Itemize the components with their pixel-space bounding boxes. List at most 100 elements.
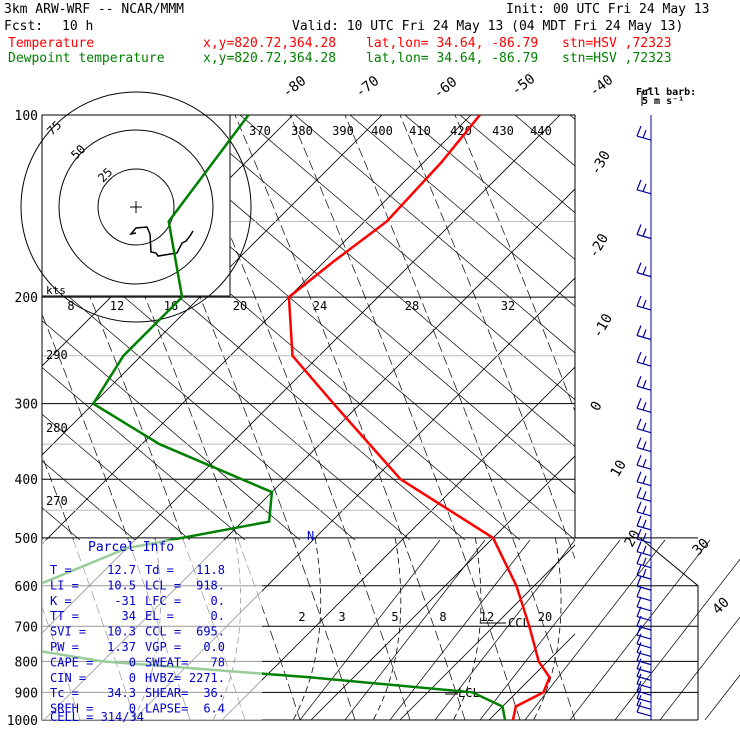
- parcel-value: 2271.: [189, 671, 225, 685]
- wind-barb-flag: [636, 642, 642, 653]
- mixing-ratio-line: [453, 537, 482, 720]
- wind-barb: [636, 585, 652, 591]
- wind-barb: [636, 385, 652, 391]
- mixing-ratio-line: [292, 537, 322, 720]
- wind-barb-flag: [636, 673, 642, 685]
- isotherm-line: [221, 366, 575, 720]
- wind-barb: [636, 651, 652, 657]
- saturated-adiabat-line: [294, 115, 575, 354]
- wind-barb-flag: [636, 501, 642, 513]
- isotherm-tick-label: -60: [431, 74, 461, 102]
- isotherm-extension-line: [299, 539, 441, 720]
- hodograph-units: kts: [46, 284, 66, 297]
- theta-tick-label: 370: [249, 124, 271, 138]
- wind-barb-flag: [636, 658, 642, 669]
- theta-tick-label: 400: [371, 124, 393, 138]
- wind-barb-flag: [642, 379, 647, 389]
- valid-time: Valid: 10 UTC Fri 24 May 13 (04 MDT Fri …: [292, 19, 684, 34]
- pressure-tick-label: 800: [15, 655, 38, 670]
- wind-barb-flag: [636, 471, 642, 482]
- wind-barb-flag: [642, 475, 647, 484]
- n-marker: N: [307, 529, 314, 543]
- mixing-ratio-tick-label: 8: [67, 299, 74, 313]
- dewpoint-trace: [42, 115, 507, 720]
- wind-barb-flag: [636, 487, 642, 498]
- isotherm-extension-line: [614, 558, 740, 720]
- wind-barb-flag: [636, 351, 642, 363]
- saturated-adiabat-line: [42, 413, 191, 541]
- pressure-tick-label: 200: [15, 291, 38, 306]
- mixing-ratio-lower-label: 5: [391, 610, 398, 624]
- wind-barb: [636, 525, 652, 531]
- hodograph-ring: [58, 129, 214, 285]
- parcel-label: K =: [50, 594, 72, 608]
- wind-barb-flag: [636, 125, 642, 137]
- wind-barb-flag: [636, 624, 642, 636]
- legend-dewpoint-name: Dewpoint temperature: [8, 51, 165, 66]
- wind-barb-flag: [636, 398, 642, 409]
- parcel-info-title: Parcel Info: [88, 540, 174, 555]
- legend-dewpoint-xy: x,y=820.72,364.28: [203, 51, 337, 66]
- wind-barb-flag: [636, 437, 642, 448]
- mixing-ratio-tick-label: 24: [313, 299, 327, 313]
- wind-barb-flag: [636, 633, 642, 645]
- barb-legend-line2: 5 m s⁻¹: [642, 96, 684, 107]
- theta-side-label: 270: [46, 494, 68, 508]
- isotherm-line: [42, 115, 383, 456]
- wind-barb: [636, 711, 652, 717]
- wind-barb-flag: [642, 545, 647, 554]
- wind-barb-flag: [642, 299, 647, 309]
- wind-barb-flag: [642, 329, 647, 338]
- wind-barb: [636, 233, 652, 240]
- parcel-label: LCL =: [145, 578, 181, 592]
- mixing-ratio-line: [533, 537, 562, 720]
- wind-barb: [636, 305, 652, 311]
- mixing-ratio-tick-label: 16: [164, 299, 178, 313]
- parcel-value: 0: [129, 702, 136, 716]
- wind-barb-flag: [636, 262, 642, 273]
- wind-barb-flag: [642, 402, 647, 411]
- theta-tick-label: 430: [492, 124, 514, 138]
- isotherm-extension-line: [344, 539, 486, 720]
- saturated-adiabat-line: [404, 115, 575, 260]
- pressure-tick-label: 1000: [7, 714, 38, 729]
- mixing-ratio-tick-label: 28: [405, 299, 419, 313]
- wind-barb-flag: [636, 701, 642, 713]
- isotherm-tick-label: -30: [588, 148, 615, 178]
- saturated-adiabat-line: [514, 115, 575, 167]
- wind-barb-flag: [636, 528, 642, 540]
- pressure-tick-label: 100: [15, 109, 38, 124]
- isotherm-line: [667, 115, 740, 720]
- wind-barb-flag: [642, 505, 647, 515]
- theta-side-label: 290: [46, 348, 68, 362]
- wind-barb-flag: [636, 680, 642, 692]
- wind-barb-flag: [636, 615, 642, 627]
- mixing-ratio-tick-label: 20: [233, 299, 247, 313]
- wind-barb: [636, 481, 652, 487]
- parcel-value: 1.37: [107, 640, 136, 654]
- isotherm-line: [578, 115, 740, 720]
- parcel-value: 10.5: [107, 578, 136, 592]
- parcel-info-background: [42, 540, 262, 720]
- isotherm-tick-label: 40: [710, 595, 733, 618]
- saturated-adiabat-line: [349, 115, 575, 307]
- parcel-label: T =: [50, 563, 72, 577]
- parcel-label: LFC =: [145, 594, 181, 608]
- mixing-ratio-line: [372, 537, 402, 720]
- parcel-value: 0: [129, 655, 136, 669]
- mixing-ratio-lower-label: 8: [439, 610, 446, 624]
- isotherm-extension-line: [569, 539, 711, 720]
- wind-barb-flag: [642, 568, 647, 578]
- legend-temperature-latlon: lat,lon= 34.64, -86.79: [366, 36, 539, 51]
- wind-barb: [636, 616, 652, 622]
- wind-barb: [636, 428, 652, 434]
- pressure-tick-label: 500: [15, 532, 38, 547]
- isotherm-tick-label: -70: [353, 73, 383, 101]
- wind-barb-flag: [636, 418, 642, 429]
- pressure-tick-label: 400: [15, 473, 38, 488]
- parcel-label: LI =: [50, 578, 79, 592]
- isotherm-extension-line: [434, 539, 576, 720]
- dry-adiabat-line: [454, 115, 575, 413]
